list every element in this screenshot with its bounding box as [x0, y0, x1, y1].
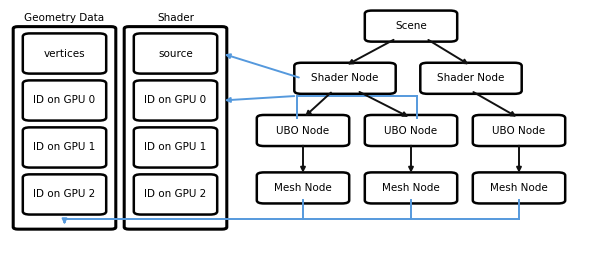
Text: ID on GPU 1: ID on GPU 1 [34, 143, 95, 152]
FancyBboxPatch shape [23, 33, 106, 74]
Text: ID on GPU 2: ID on GPU 2 [145, 189, 206, 199]
FancyBboxPatch shape [23, 127, 106, 168]
FancyBboxPatch shape [365, 115, 457, 146]
Text: Mesh Node: Mesh Node [382, 183, 440, 193]
Text: ID on GPU 2: ID on GPU 2 [34, 189, 95, 199]
FancyBboxPatch shape [134, 174, 217, 215]
Text: vertices: vertices [44, 49, 85, 58]
FancyBboxPatch shape [365, 10, 457, 42]
Text: UBO Node: UBO Node [277, 126, 329, 135]
Text: Mesh Node: Mesh Node [490, 183, 548, 193]
FancyBboxPatch shape [257, 172, 349, 204]
FancyBboxPatch shape [420, 63, 521, 94]
FancyBboxPatch shape [257, 115, 349, 146]
FancyBboxPatch shape [134, 33, 217, 74]
FancyBboxPatch shape [23, 174, 106, 215]
Text: Shader: Shader [157, 14, 194, 23]
Text: UBO Node: UBO Node [385, 126, 437, 135]
Text: ID on GPU 0: ID on GPU 0 [34, 96, 95, 105]
FancyBboxPatch shape [134, 127, 217, 168]
Text: Geometry Data: Geometry Data [25, 14, 104, 23]
Text: ID on GPU 1: ID on GPU 1 [145, 143, 206, 152]
FancyBboxPatch shape [294, 63, 396, 94]
FancyBboxPatch shape [365, 172, 457, 204]
Text: Scene: Scene [395, 21, 427, 31]
FancyBboxPatch shape [134, 80, 217, 121]
FancyBboxPatch shape [23, 80, 106, 121]
Text: Shader Node: Shader Node [311, 73, 379, 83]
Text: ID on GPU 0: ID on GPU 0 [145, 96, 206, 105]
FancyBboxPatch shape [473, 172, 565, 204]
FancyBboxPatch shape [473, 115, 565, 146]
Text: UBO Node: UBO Node [493, 126, 545, 135]
FancyBboxPatch shape [13, 27, 116, 229]
Text: Shader Node: Shader Node [437, 73, 505, 83]
Text: Mesh Node: Mesh Node [274, 183, 332, 193]
Text: source: source [158, 49, 193, 58]
FancyBboxPatch shape [124, 27, 227, 229]
